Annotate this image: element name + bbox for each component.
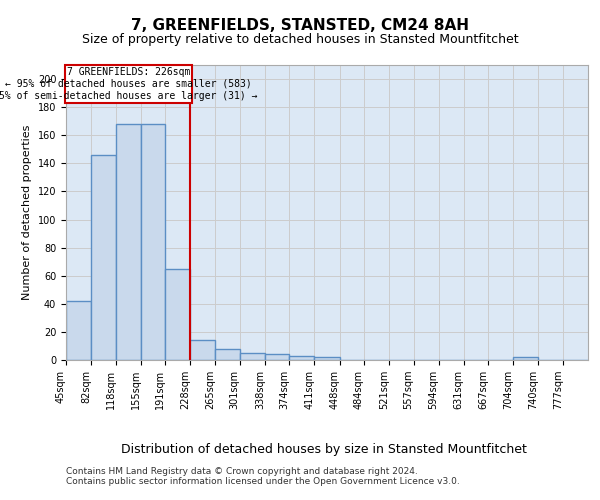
Y-axis label: Number of detached properties: Number of detached properties xyxy=(22,125,32,300)
Bar xyxy=(140,124,165,360)
Bar xyxy=(265,354,289,360)
Text: 7, GREENFIELDS, STANSTED, CM24 8AH: 7, GREENFIELDS, STANSTED, CM24 8AH xyxy=(131,18,469,32)
Bar xyxy=(190,340,215,360)
Text: Contains HM Land Registry data © Crown copyright and database right 2024.: Contains HM Land Registry data © Crown c… xyxy=(66,468,418,476)
Text: 7 GREENFIELDS: 226sqm: 7 GREENFIELDS: 226sqm xyxy=(67,67,190,77)
Text: ← 95% of detached houses are smaller (583): ← 95% of detached houses are smaller (58… xyxy=(5,79,252,89)
Bar xyxy=(314,357,340,360)
Bar xyxy=(165,268,190,360)
Bar xyxy=(215,349,240,360)
Text: 5% of semi-detached houses are larger (31) →: 5% of semi-detached houses are larger (3… xyxy=(0,91,257,101)
Bar xyxy=(289,356,314,360)
Text: Contains public sector information licensed under the Open Government Licence v3: Contains public sector information licen… xyxy=(66,478,460,486)
Bar xyxy=(116,124,140,360)
Bar xyxy=(240,353,265,360)
Text: Distribution of detached houses by size in Stansted Mountfitchet: Distribution of detached houses by size … xyxy=(121,442,527,456)
Bar xyxy=(66,301,91,360)
FancyBboxPatch shape xyxy=(65,65,191,103)
Bar xyxy=(91,155,116,360)
Bar xyxy=(514,357,538,360)
Text: Size of property relative to detached houses in Stansted Mountfitchet: Size of property relative to detached ho… xyxy=(82,32,518,46)
